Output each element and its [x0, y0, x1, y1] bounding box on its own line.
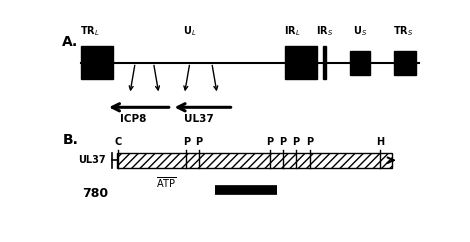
Text: IR$_S$: IR$_S$ — [316, 24, 333, 38]
Text: $\overline{\mathrm{ATP}}$: $\overline{\mathrm{ATP}}$ — [156, 175, 176, 190]
Text: U$_L$: U$_L$ — [183, 24, 196, 38]
Text: P: P — [266, 137, 274, 147]
Text: 780: 780 — [82, 187, 108, 199]
Text: UL37: UL37 — [78, 155, 105, 166]
Text: B.: B. — [63, 133, 78, 147]
Text: IR$_L$: IR$_L$ — [283, 24, 300, 38]
Text: TR$_S$: TR$_S$ — [393, 24, 413, 38]
Text: C: C — [115, 137, 122, 147]
Bar — [394, 51, 415, 75]
Text: P: P — [306, 137, 313, 147]
Bar — [117, 153, 392, 168]
Text: P: P — [196, 137, 203, 147]
Text: H: H — [376, 137, 384, 147]
Text: ICP8: ICP8 — [120, 114, 147, 124]
Text: A.: A. — [63, 35, 78, 49]
Text: P: P — [279, 137, 286, 147]
Bar — [350, 51, 370, 75]
Text: UL37: UL37 — [184, 114, 214, 124]
Bar — [285, 46, 317, 79]
Text: U$_S$: U$_S$ — [352, 24, 367, 38]
Bar — [323, 46, 326, 79]
Text: TR$_L$: TR$_L$ — [80, 24, 100, 38]
Bar — [81, 46, 113, 79]
Text: P: P — [292, 137, 299, 147]
Text: P: P — [183, 137, 190, 147]
